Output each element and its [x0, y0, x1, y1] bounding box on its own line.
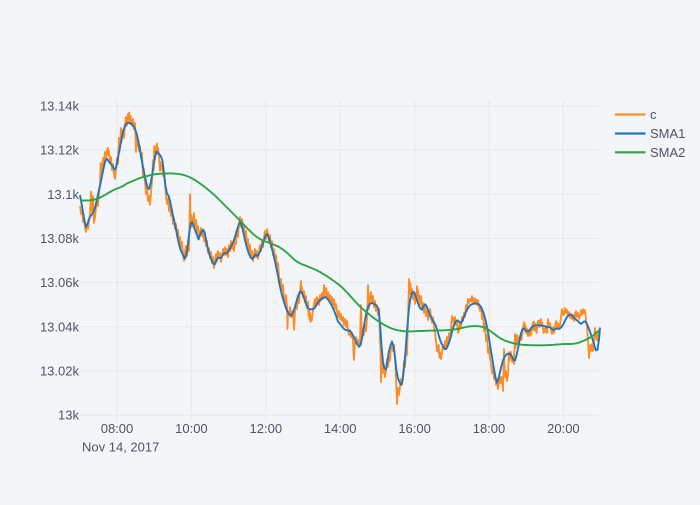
svg-text:14:00: 14:00 [324, 421, 357, 436]
svg-text:20:00: 20:00 [547, 421, 580, 436]
svg-text:12:00: 12:00 [250, 421, 283, 436]
svg-text:08:00: 08:00 [101, 421, 134, 436]
svg-text:SMA2: SMA2 [650, 145, 685, 160]
svg-text:16:00: 16:00 [398, 421, 431, 436]
svg-text:13.06k: 13.06k [40, 275, 80, 290]
svg-text:13.02k: 13.02k [40, 364, 80, 379]
svg-text:13.1k: 13.1k [47, 187, 79, 202]
svg-text:10:00: 10:00 [175, 421, 208, 436]
svg-text:13.14k: 13.14k [40, 99, 80, 114]
svg-text:13k: 13k [58, 408, 79, 423]
svg-text:c: c [650, 107, 657, 122]
svg-text:18:00: 18:00 [473, 421, 506, 436]
svg-text:13.08k: 13.08k [40, 231, 80, 246]
svg-text:13.04k: 13.04k [40, 319, 80, 334]
svg-text:13.12k: 13.12k [40, 143, 80, 158]
svg-text:SMA1: SMA1 [650, 126, 685, 141]
svg-text:Nov 14, 2017: Nov 14, 2017 [82, 440, 159, 455]
